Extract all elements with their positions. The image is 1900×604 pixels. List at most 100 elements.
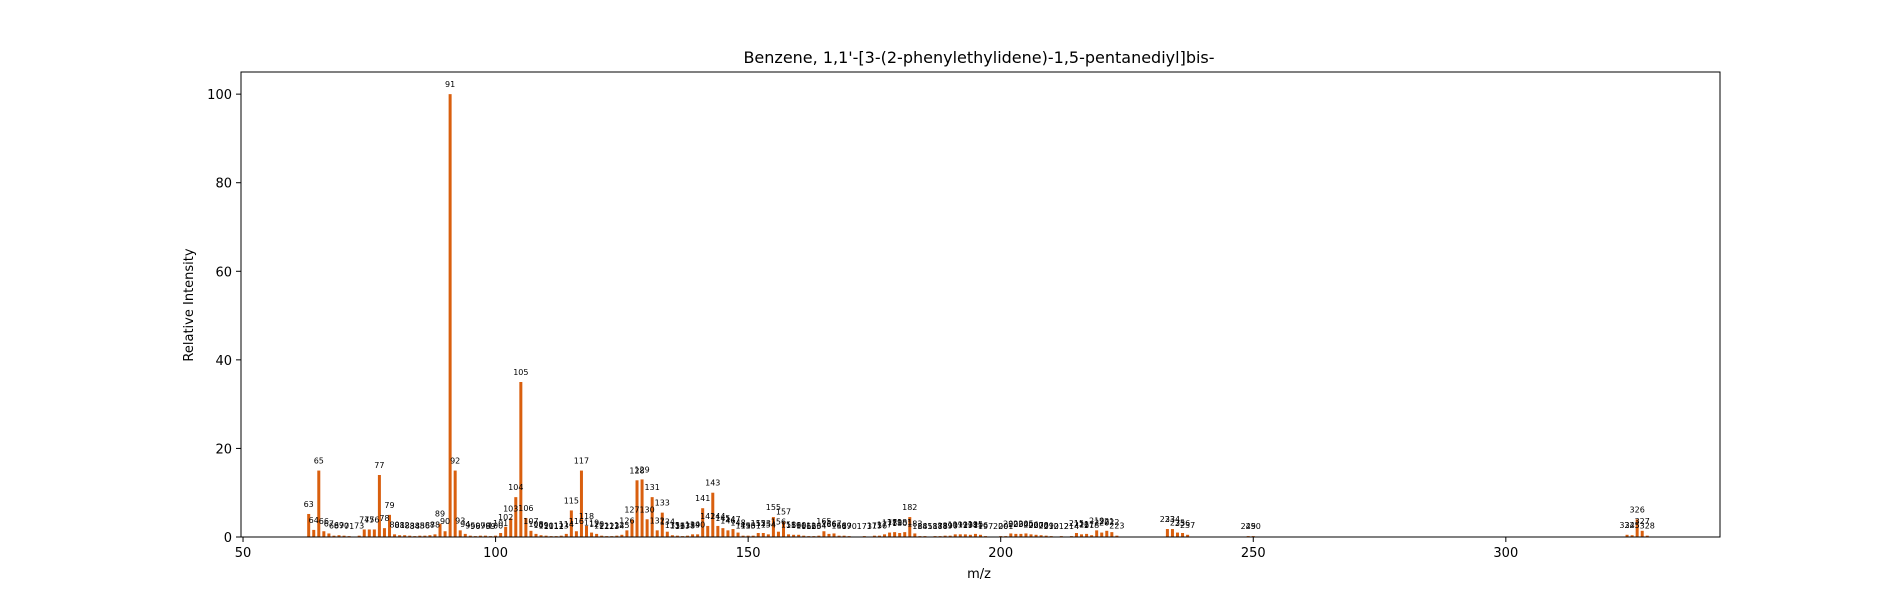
peak-bar-93 — [458, 530, 462, 537]
peak-label-113: 113 — [554, 522, 569, 531]
peak-bar-64 — [312, 529, 316, 537]
peak-label-114: 114 — [559, 520, 574, 529]
peak-bar-83 — [408, 535, 412, 537]
peak-label-119: 119 — [584, 519, 599, 528]
peak-label-200: 200 — [993, 522, 1008, 531]
peak-label-183: 183 — [907, 519, 922, 528]
peak-bar-194 — [968, 534, 972, 537]
peak-bar-156 — [776, 531, 780, 537]
peak-bar-236 — [1181, 533, 1185, 537]
peak-label-116: 116 — [569, 517, 584, 526]
peak-bar-103 — [509, 518, 513, 537]
peak-bar-139 — [691, 534, 695, 537]
peak-label-68: 68 — [329, 522, 339, 531]
peak-label-149: 149 — [735, 522, 750, 531]
x-tick-label: 300 — [1493, 546, 1518, 561]
peak-label-134: 134 — [660, 518, 675, 527]
peak-label-65: 65 — [314, 457, 324, 466]
peak-bar-142 — [706, 525, 710, 537]
peak-label-139: 139 — [685, 520, 700, 529]
peak-label-104: 104 — [508, 483, 523, 492]
peak-label-129: 129 — [634, 465, 649, 474]
peak-label-106: 106 — [518, 504, 533, 513]
y-tick-label: 20 — [215, 442, 232, 457]
peak-label-92: 92 — [450, 457, 460, 466]
peak-label-194: 194 — [963, 521, 978, 530]
peak-bar-134 — [665, 531, 669, 537]
peak-label-117: 117 — [574, 457, 589, 466]
peak-label-222: 222 — [1104, 518, 1119, 527]
peak-bar-150 — [746, 535, 750, 537]
peak-label-95: 95 — [465, 522, 475, 531]
peak-bar-100 — [494, 535, 498, 537]
peak-label-143: 143 — [705, 479, 720, 488]
peak-label-324: 324 — [1619, 521, 1634, 530]
peak-bar-81 — [398, 535, 402, 537]
peak-label-96: 96 — [470, 522, 480, 531]
peak-bar-235 — [1176, 532, 1179, 537]
peak-bar-166 — [827, 533, 831, 537]
peak-label-112: 112 — [549, 522, 564, 531]
x-axis: 50 100 150 200 250 300 — [235, 537, 1518, 561]
y-axis-label: Relative Intensity — [182, 248, 197, 361]
peak-label-176: 176 — [872, 522, 887, 531]
peak-bar-101 — [499, 533, 503, 537]
peak-label-100: 100 — [488, 522, 503, 531]
peak-label-140: 140 — [690, 520, 705, 529]
peak-bar-118 — [585, 525, 588, 537]
peak-bar-327 — [1640, 530, 1644, 537]
peak-bar-176 — [877, 535, 881, 537]
peak-label-205: 205 — [1018, 519, 1033, 528]
peak-label-193: 193 — [958, 520, 973, 529]
peak-label-105: 105 — [513, 368, 528, 377]
peak-label-161: 161 — [796, 522, 811, 531]
peak-label-111: 111 — [544, 522, 559, 531]
peak-bar-325 — [1630, 535, 1634, 537]
x-tick-label: 200 — [988, 546, 1013, 561]
y-tick-label: 60 — [215, 265, 232, 280]
peak-bar-117 — [579, 470, 583, 537]
peak-bar-206 — [1029, 534, 1033, 537]
peak-bar-75 — [367, 529, 371, 537]
peak-label-127: 127 — [624, 505, 639, 514]
x-tick-label: 150 — [736, 546, 761, 561]
y-axis: 0 20 40 60 80 100 — [207, 88, 241, 546]
peak-bar-136 — [675, 535, 679, 537]
peak-bar-177 — [883, 534, 887, 537]
peak-bar-193 — [963, 534, 967, 537]
peak-bar-181 — [903, 532, 907, 537]
peak-label-192: 192 — [953, 520, 968, 529]
peak-label-233: 233 — [1160, 515, 1175, 524]
peak-label-152: 152 — [751, 519, 766, 528]
peak-label-148: 148 — [730, 519, 745, 528]
peak-bar-104 — [514, 497, 518, 537]
peak-bar-146 — [726, 530, 730, 537]
peak-label-78: 78 — [379, 514, 389, 523]
peak-label-166: 166 — [821, 520, 836, 529]
peak-bar-220 — [1100, 532, 1104, 537]
peak-label-128: 128 — [629, 466, 644, 475]
peak-label-195: 195 — [968, 520, 983, 529]
peak-label-155: 155 — [766, 503, 781, 512]
peak-bar-202 — [1009, 533, 1013, 537]
peak-label-138: 138 — [680, 522, 695, 531]
x-tick-label: 100 — [483, 546, 508, 561]
peak-bar-144 — [716, 525, 720, 537]
peak-label-325: 325 — [1624, 521, 1639, 530]
x-tick-label: 250 — [1241, 546, 1266, 561]
peak-label-160: 160 — [791, 521, 806, 530]
peak-bar-128 — [635, 480, 639, 537]
peak-label-121: 121 — [594, 522, 609, 531]
peak-bar-149 — [741, 535, 745, 537]
peak-label-154: 154 — [761, 520, 776, 529]
peak-bar-158 — [787, 534, 791, 537]
peak-label-179: 179 — [887, 518, 902, 527]
peak-bar-151 — [751, 535, 755, 537]
peak-bar-133 — [660, 512, 664, 537]
peak-label-87: 87 — [425, 521, 435, 530]
peak-label-137: 137 — [675, 522, 690, 531]
peak-bar-203 — [1014, 533, 1018, 537]
peak-label-156: 156 — [771, 518, 786, 527]
peak-label-164: 164 — [811, 522, 826, 531]
peak-label-190: 190 — [943, 522, 958, 531]
